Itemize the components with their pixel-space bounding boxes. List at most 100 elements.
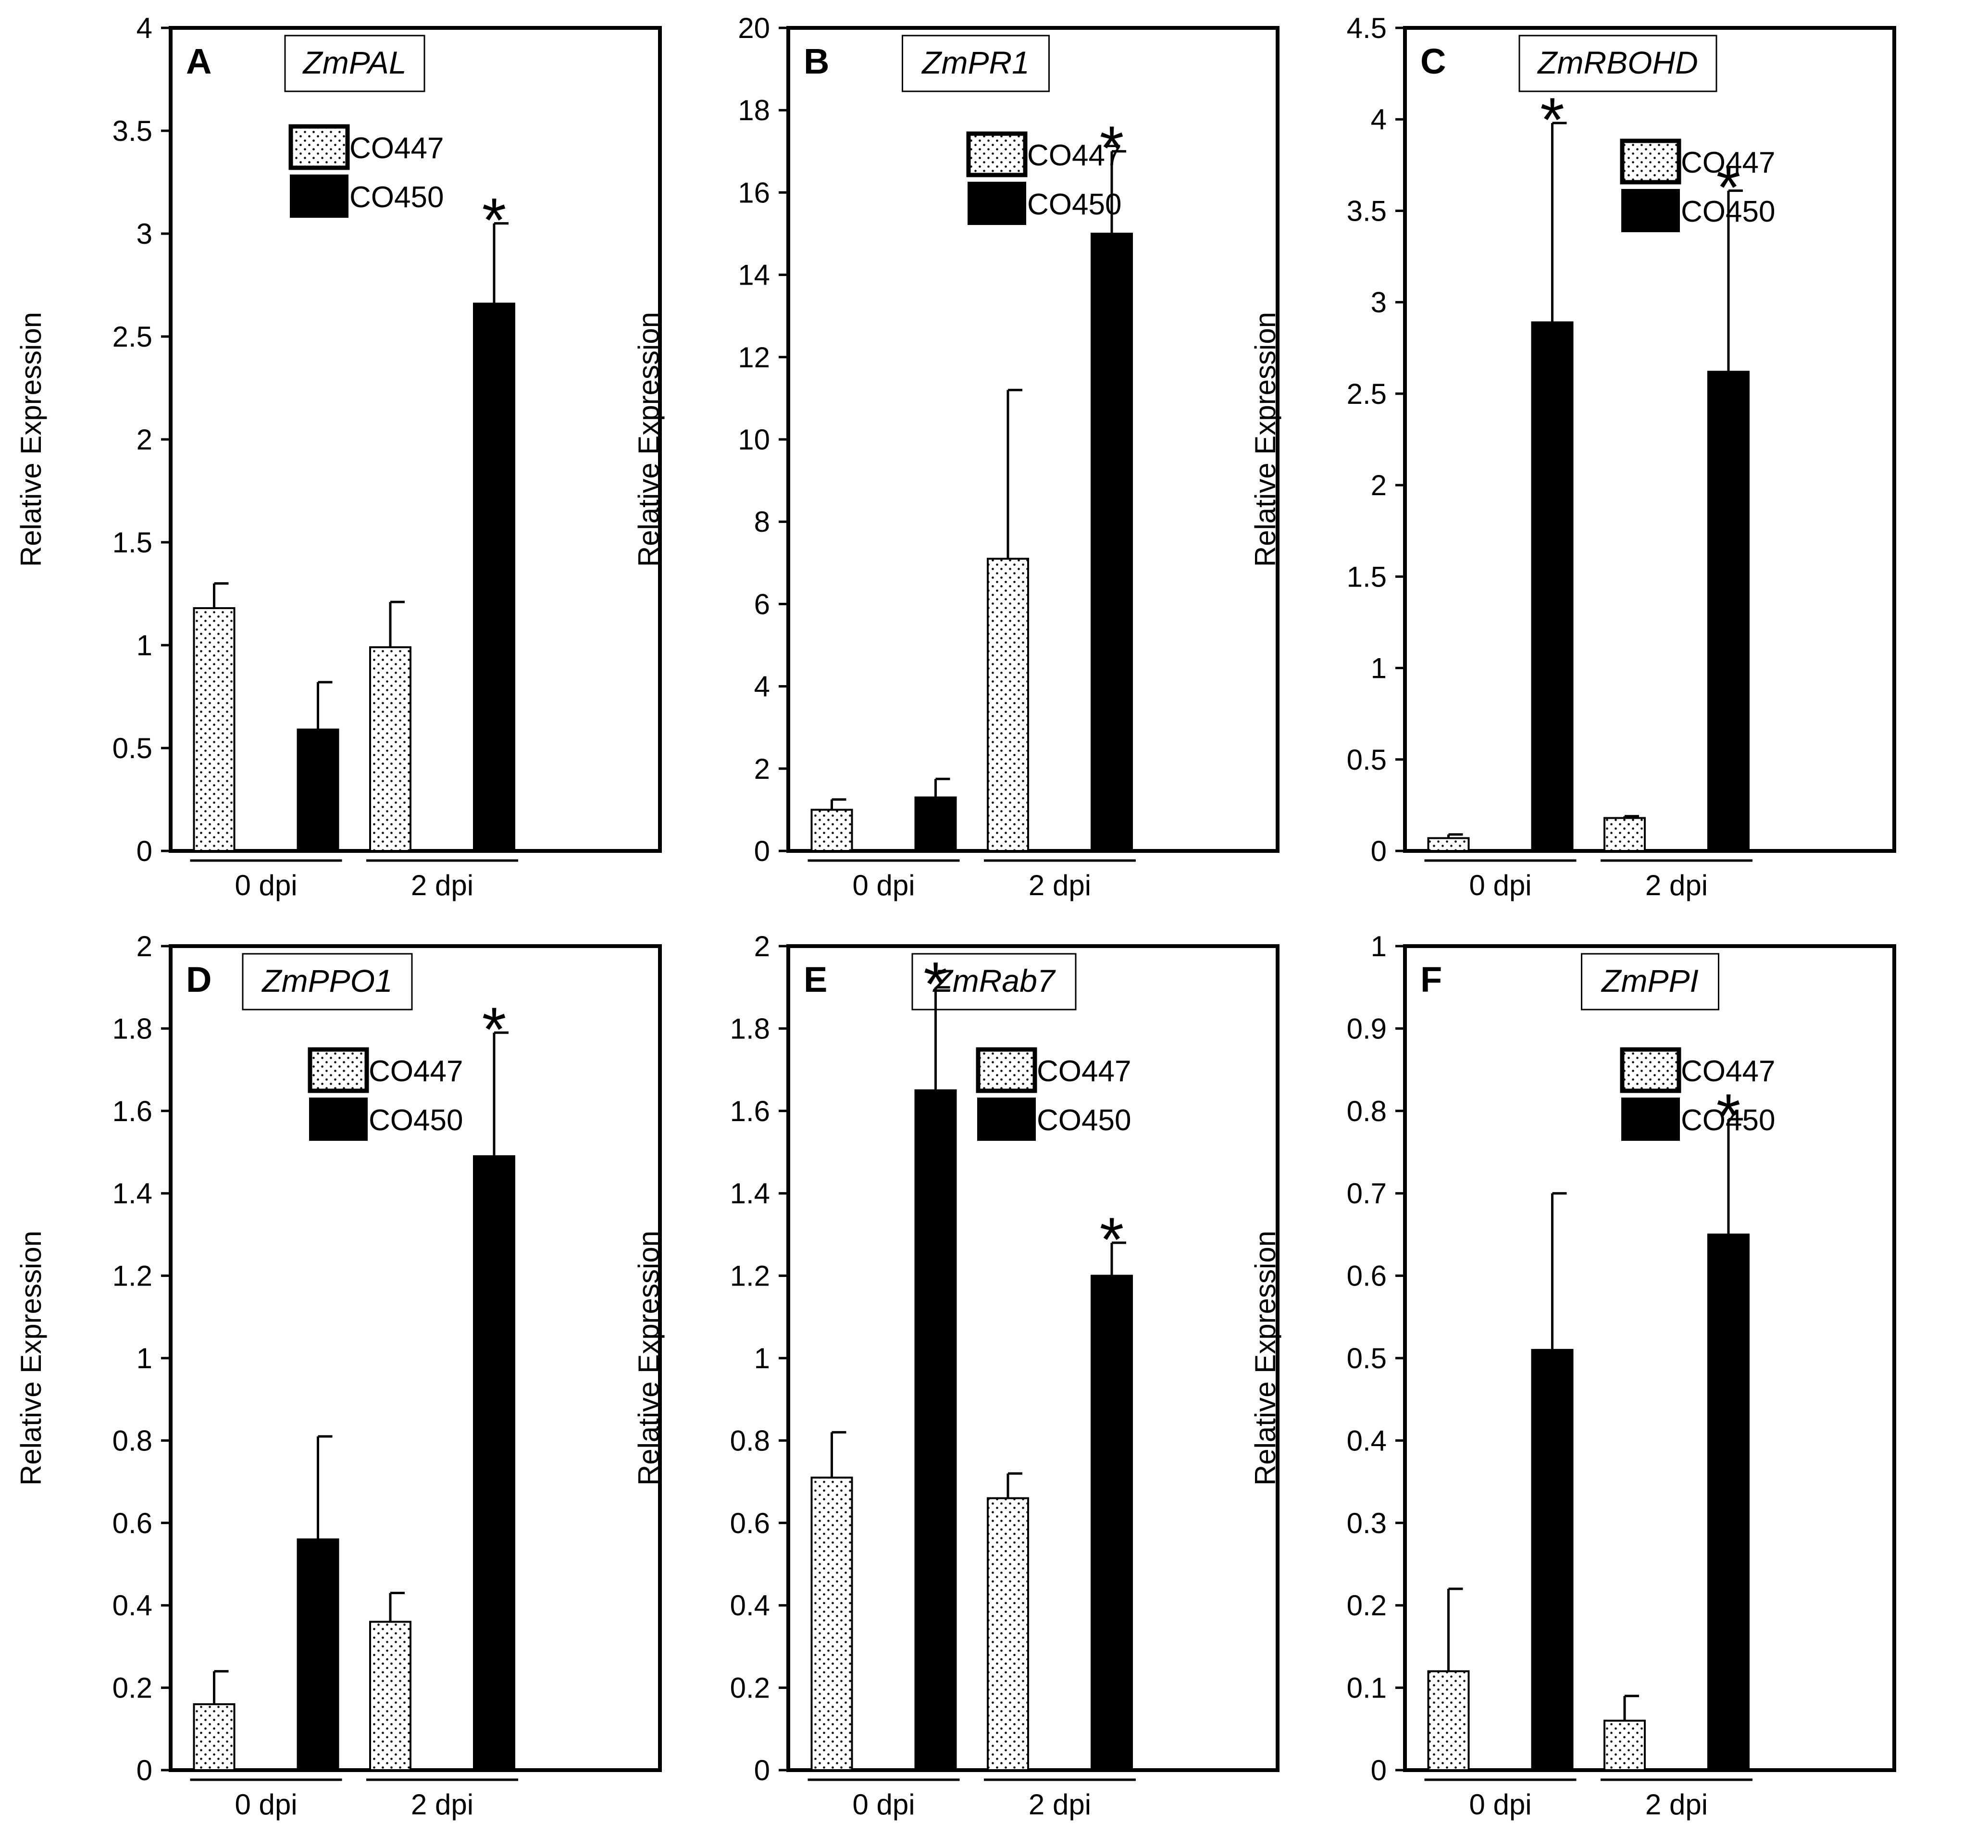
y-tick-label: 0.2	[112, 1672, 152, 1704]
y-tick-label: 3	[137, 218, 152, 250]
y-axis-label: Relative Expression	[1249, 312, 1281, 567]
legend-label-co447: CO447	[1681, 146, 1775, 179]
y-tick-label: 1.6	[112, 1095, 152, 1127]
x-category-label: 2 dpi	[411, 1788, 473, 1821]
x-category-label: 2 dpi	[411, 869, 473, 901]
y-tick-label: 0.8	[112, 1424, 152, 1457]
legend-label-co450: CO450	[349, 181, 444, 214]
y-axis-label: Relative Expression	[633, 1231, 665, 1486]
x-category-label: 2 dpi	[1029, 869, 1091, 901]
legend-swatch-co450	[977, 1098, 1036, 1141]
chart-panel-f: 0 0.1 0.2 0.3 0.4 0.5 0.6 0.7 0.8 0.9 1 Relative Ex…	[1249, 930, 1896, 1821]
bar-co450	[1090, 233, 1133, 852]
chart-panel-e: 0 0.2 0.4 0.6 0.8 1 1.2 1.4 1.6 1.8 2 Relative Expr…	[633, 930, 1280, 1821]
panel-letter: F	[1420, 960, 1442, 999]
y-axis-label: Relative Expression	[633, 312, 665, 567]
y-tick-label: 0.2	[1347, 1589, 1387, 1622]
y-tick-label: 1.8	[730, 1012, 770, 1045]
x-category-label: 2 dpi	[1645, 869, 1708, 901]
y-tick-label: 1.5	[112, 526, 152, 559]
x-category-label: 0 dpi	[852, 869, 915, 901]
y-tick-label: 0	[137, 835, 152, 867]
legend-swatch-co447	[1620, 138, 1681, 185]
y-tick-label: 1.2	[730, 1260, 770, 1292]
bar-co447	[810, 809, 853, 852]
y-tick-label: 0.5	[1347, 744, 1387, 776]
y-tick-label: 2	[1371, 469, 1387, 501]
y-tick-label: 1.5	[1347, 561, 1387, 593]
y-axis-label: Relative Expression	[1249, 1231, 1281, 1486]
bar-co447	[1603, 1720, 1646, 1771]
y-tick-label: 0.1	[1347, 1672, 1387, 1704]
bar-co450	[1531, 321, 1574, 852]
y-tick-label: 0	[754, 1754, 770, 1786]
legend-label-co447: CO447	[1037, 1055, 1131, 1088]
y-axis-label: Relative Expression	[15, 312, 47, 567]
bar-co450	[1531, 1349, 1574, 1772]
y-tick-label: 0.7	[1347, 1177, 1387, 1210]
significance-asterisk: *	[482, 185, 507, 255]
bar-co447	[1603, 817, 1646, 852]
y-tick-label: 1.4	[112, 1177, 152, 1210]
y-tick-label: 8	[754, 506, 770, 538]
legend-swatch-co450	[1621, 189, 1680, 232]
x-category-label: 2 dpi	[1645, 1788, 1708, 1821]
significance-asterisk: *	[1716, 1081, 1741, 1151]
y-tick-label: 2	[137, 424, 152, 456]
panel-letter: D	[186, 960, 211, 999]
y-tick-label: 0	[1371, 835, 1387, 867]
y-tick-label: 1.4	[730, 1177, 770, 1210]
y-tick-label: 1	[1371, 930, 1387, 962]
y-tick-label: 0.4	[112, 1589, 152, 1622]
y-tick-label: 20	[738, 12, 770, 44]
chart-panel-c: 0 0.5 1 1.5 2 2.5 3 3.5 4 4.5 Relative Expression C…	[1249, 12, 1896, 901]
y-tick-label: 4	[1371, 103, 1387, 136]
gene-title-box	[1581, 953, 1719, 1011]
chart-panel-a: 0 0.5 1 1.5 2 2.5 3 3.5 4 Relative Expression A ZmP…	[15, 12, 662, 901]
bar-co450	[914, 1089, 957, 1771]
legend-swatch-co447	[976, 1047, 1037, 1093]
significance-asterisk: *	[1100, 1204, 1124, 1274]
y-tick-label: 1.8	[112, 1012, 152, 1045]
y-axis-label: Relative Expression	[15, 1231, 47, 1486]
y-tick-label: 4	[754, 671, 770, 703]
bar-co450	[1707, 1233, 1750, 1771]
y-tick-label: 2	[137, 930, 152, 962]
y-tick-label: 0	[1371, 1754, 1387, 1786]
y-tick-label: 14	[738, 259, 770, 291]
panel-letter: B	[804, 41, 829, 81]
legend-swatch-co447	[966, 131, 1028, 177]
gene-title-box	[1518, 35, 1717, 92]
significance-asterisk: *	[1100, 113, 1124, 183]
y-tick-label: 0.4	[1347, 1424, 1387, 1457]
y-tick-label: 3.5	[1347, 195, 1387, 227]
bar-co450	[1707, 371, 1750, 852]
legend-swatch-co447	[308, 1047, 369, 1093]
y-tick-label: 0.9	[1347, 1012, 1387, 1045]
y-tick-label: 1	[137, 629, 152, 662]
gene-title: ZmPPI	[1601, 963, 1699, 999]
y-tick-label: 6	[754, 588, 770, 620]
legend-swatch-co450	[290, 175, 348, 218]
y-tick-label: 1.6	[730, 1095, 770, 1127]
gene-title: ZmPAL	[302, 45, 406, 80]
gene-title-box	[902, 35, 1050, 92]
y-tick-label: 1	[137, 1342, 152, 1374]
y-tick-label: 0.5	[112, 732, 152, 764]
legend-swatch-co450	[968, 182, 1026, 225]
panel-letter: A	[186, 41, 211, 81]
bar-co447	[369, 1621, 411, 1771]
y-tick-label: 0.4	[730, 1589, 770, 1622]
y-tick-label: 0	[754, 835, 770, 867]
gene-title-box	[242, 953, 413, 1011]
gene-title: ZmPR1	[921, 45, 1030, 80]
bar-co447	[369, 646, 411, 852]
y-tick-label: 10	[738, 424, 770, 456]
gene-title-box	[284, 35, 425, 92]
y-tick-label: 2	[754, 930, 770, 962]
y-tick-label: 18	[738, 94, 770, 126]
legend-swatch-co450	[309, 1098, 368, 1141]
panel-letter: C	[1420, 41, 1446, 81]
